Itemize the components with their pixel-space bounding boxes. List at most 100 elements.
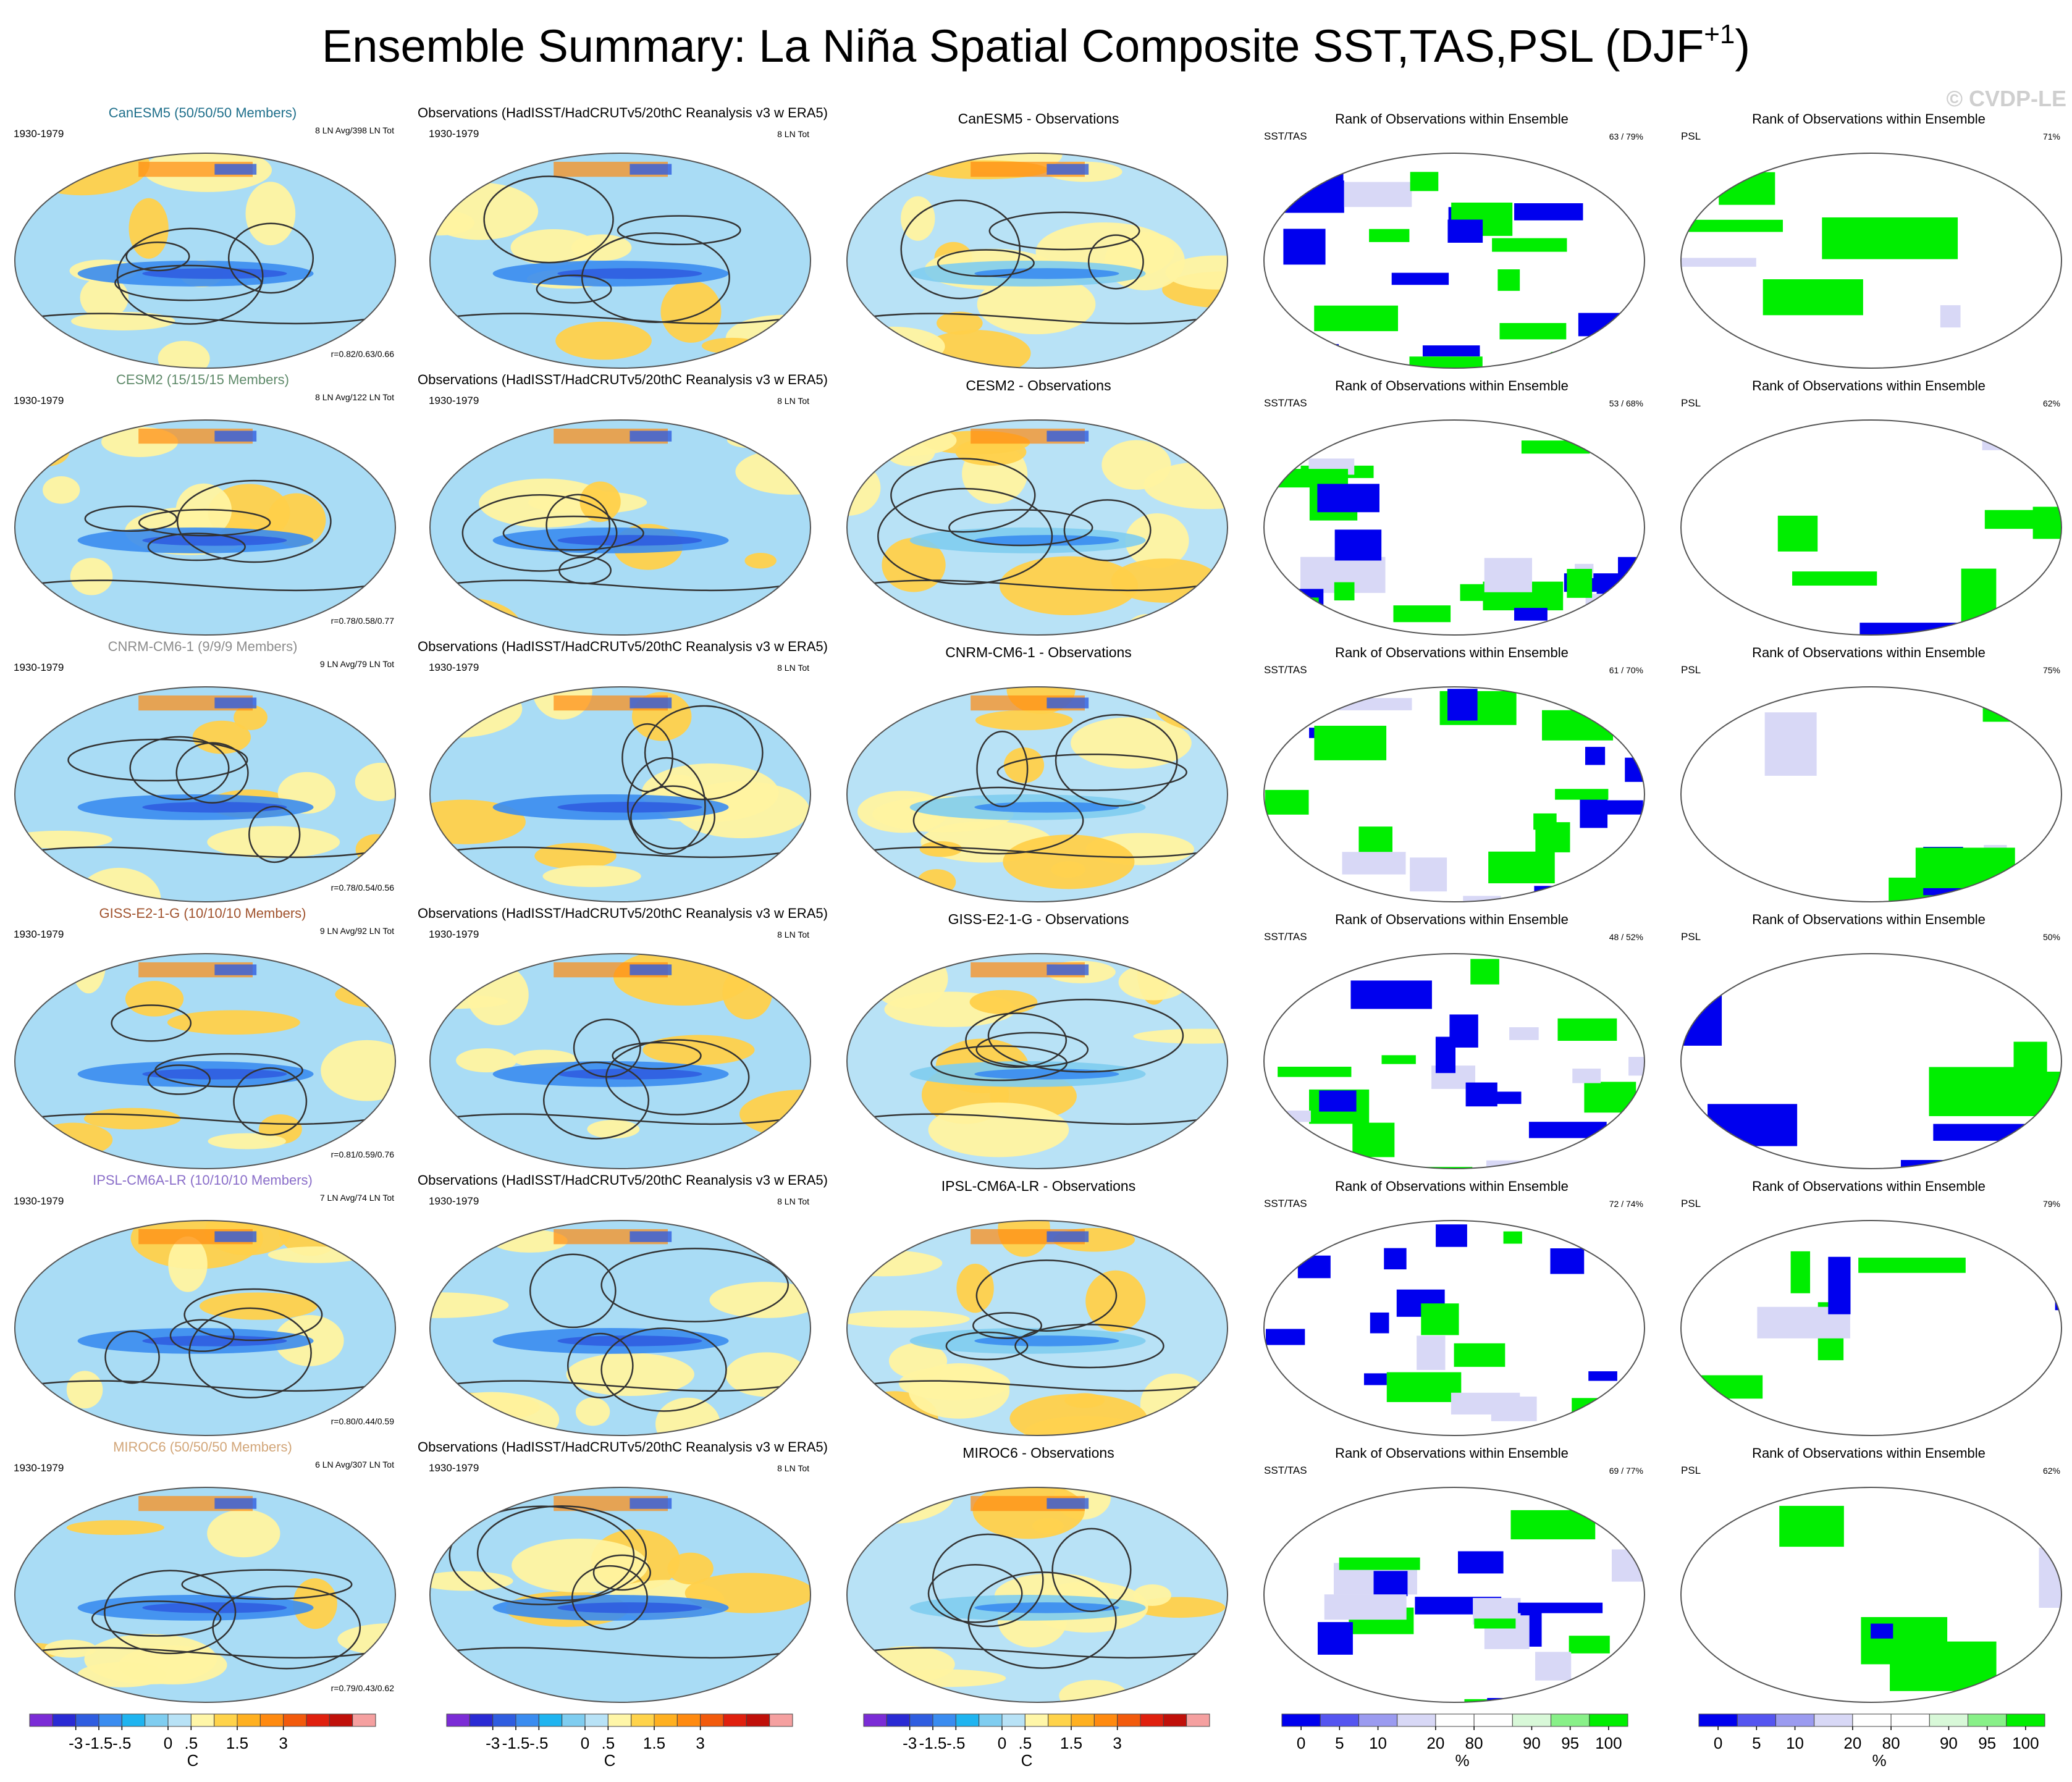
- colorbar-swatch: [352, 1713, 376, 1727]
- colorbar-swatch: [1589, 1713, 1628, 1727]
- colorbar-tick-label: 10: [1369, 1734, 1387, 1752]
- period-label: 1930-1979: [429, 1462, 479, 1474]
- pattern-correlation: r=0.78/0.58/0.77: [331, 616, 395, 626]
- rank-percent: 62%: [2043, 398, 2060, 408]
- map-outline: [1263, 953, 1645, 1169]
- colorbar-tick-label: 3: [279, 1734, 287, 1752]
- rank-title: Rank of Observations within Ensemble: [1752, 1445, 1986, 1461]
- colorbar-swatch: [1852, 1713, 1892, 1727]
- colorbar-tick-label: 3: [1113, 1734, 1121, 1752]
- rank-percent: 48 / 52%: [1609, 932, 1643, 942]
- map-outline: [1263, 686, 1645, 902]
- panel-r3-c2: Observations (HadISST/HadCRUTv5/20thC Re…: [418, 639, 828, 902]
- map-outline: [846, 153, 1228, 369]
- map-field: [1264, 1221, 1645, 1435]
- colorbar-swatch: [469, 1713, 494, 1727]
- map-outline: [429, 419, 811, 636]
- panel-r1-c4: Rank of Observations within Ensemble SST/…: [1263, 111, 1645, 369]
- panel-r2-c4: Rank of Observations within Ensemble SST/…: [1263, 378, 1645, 636]
- colorbar-unit: C: [1021, 1751, 1033, 1770]
- colorbar-swatch: [1358, 1713, 1398, 1727]
- colorbar-tick-label: -.5: [529, 1734, 548, 1752]
- rank-title: Rank of Observations within Ensemble: [1752, 912, 1986, 927]
- rank-variable-label: SST/TAS: [1264, 1198, 1307, 1209]
- colorbar-tick-label: .5: [1018, 1734, 1032, 1752]
- period-label: 1930-1979: [429, 128, 479, 140]
- colorbar-swatch: [167, 1713, 192, 1727]
- rank-title: Rank of Observations within Ensemble: [1335, 111, 1569, 127]
- colorbar-swatch: [446, 1713, 470, 1727]
- obs-count: 8 LN Tot: [777, 1196, 809, 1206]
- colorbar-swatch: [654, 1713, 678, 1727]
- colorbar-swatch: [2006, 1713, 2045, 1727]
- colorbar-swatch: [723, 1713, 747, 1727]
- panel-r2-c5: Rank of Observations within Ensemble PSL 6…: [1680, 378, 2062, 636]
- rank-title: Rank of Observations within Ensemble: [1752, 1179, 1986, 1194]
- rank-percent: 62%: [2043, 1466, 2060, 1476]
- colorbar-tick-label: .5: [184, 1734, 198, 1752]
- rank-variable-label: PSL: [1681, 664, 1701, 676]
- rank-percent: 79%: [2043, 1199, 2060, 1209]
- map-outline: [1680, 1487, 2062, 1703]
- figure-title: Ensemble Summary: La Niña Spatial Compos…: [322, 19, 1750, 72]
- colorbar-swatch: [1071, 1713, 1095, 1727]
- panel-r3-c1: CNRM-CM6-1 (9/9/9 Members) 1930-1979 9 LN …: [14, 639, 396, 902]
- la-nina-count: 9 LN Avg/79 LN Tot: [320, 659, 394, 669]
- la-nina-count: 8 LN Avg/122 LN Tot: [315, 392, 394, 402]
- colorbar-tick-label: -1.5: [85, 1734, 113, 1752]
- colorbar-tick-label: 3: [696, 1734, 704, 1752]
- colorbar-swatch: [1001, 1713, 1025, 1727]
- map-field: [430, 687, 811, 902]
- colorbar-swatch: [700, 1713, 724, 1727]
- colorbar-swatch: [1048, 1713, 1072, 1727]
- rank-title: Rank of Observations within Ensemble: [1335, 645, 1569, 660]
- map-outline: [1680, 1220, 2062, 1436]
- rank-variable-label: PSL: [1681, 931, 1701, 943]
- map-outline: [1680, 953, 2062, 1169]
- map-field: [1681, 954, 2061, 1169]
- panel-r4-c3: GISS-E2-1-G - Observations: [846, 911, 1228, 1169]
- panel-r1-c1: CanESM5 (50/50/50 Members) 1930-1979 8 LN …: [14, 105, 396, 369]
- panel-r5-c3: IPSL-CM6A-LR - Observations: [846, 1178, 1228, 1436]
- panel-r5-c5: Rank of Observations within Ensemble PSL 7…: [1680, 1179, 2062, 1436]
- colorbar-swatch: [1140, 1713, 1164, 1727]
- map-field: [1264, 420, 1645, 635]
- colorbar-rank-sst-tas: 0 5 10 20 80 90 95 100%: [1281, 1713, 1628, 1770]
- period-label: 1930-1979: [14, 128, 64, 140]
- map-field: [15, 420, 395, 635]
- colorbar-unit: %: [1455, 1751, 1469, 1770]
- rank-percent: 71%: [2043, 132, 2060, 141]
- colorbar-swatch: [1473, 1713, 1513, 1727]
- map-field: [847, 1221, 1228, 1435]
- obs-count: 8 LN Tot: [777, 129, 809, 139]
- rank-title: Rank of Observations within Ensemble: [1335, 1445, 1569, 1461]
- rank-title: Rank of Observations within Ensemble: [1752, 378, 1986, 393]
- rank-variable-label: SST/TAS: [1264, 1465, 1307, 1476]
- colorbar-swatch: [121, 1713, 146, 1727]
- panel-r4-c5: Rank of Observations within Ensemble PSL 5…: [1680, 912, 2062, 1169]
- colorbar-tick-label: -3: [69, 1734, 83, 1752]
- panel-r3-c5: Rank of Observations within Ensemble PSL 7…: [1680, 645, 2062, 902]
- colorbar-tick-label: 5: [1752, 1734, 1761, 1752]
- map-field: [1681, 420, 2061, 635]
- map-outline: [14, 153, 396, 369]
- colorbar-tick-label: 90: [1523, 1734, 1541, 1752]
- colorbar-swatch: [562, 1713, 586, 1727]
- la-nina-count: 8 LN Avg/398 LN Tot: [315, 125, 394, 135]
- colorbar-swatch: [909, 1713, 933, 1727]
- rank-variable-label: PSL: [1681, 130, 1701, 142]
- colorbar-tick-label: 1.5: [643, 1734, 665, 1752]
- map-outline: [14, 1220, 396, 1436]
- map-outline: [1263, 419, 1645, 636]
- colorbar-sst-tas-diff: -3 -1.5 -.5 0 .5 1.5 3 C: [863, 1713, 1210, 1770]
- colorbar-swatch: [1929, 1713, 1969, 1727]
- colorbar-rank-psl: 0 5 10 20 80 90 95 100%: [1698, 1713, 2045, 1770]
- map-field: [15, 687, 395, 902]
- colorbar-tick-label: 20: [1843, 1734, 1861, 1752]
- panel-r6-c5: Rank of Observations within Ensemble PSL 6…: [1680, 1445, 2062, 1703]
- colorbar-sst-tas-obs: -3 -1.5 -.5 0 .5 1.5 3 C: [446, 1713, 793, 1770]
- rank-variable-label: PSL: [1681, 397, 1701, 409]
- figure-title-superscript: +1: [1704, 19, 1735, 49]
- colorbar-tick-label: 0: [998, 1734, 1006, 1752]
- rank-variable-label: SST/TAS: [1264, 664, 1307, 676]
